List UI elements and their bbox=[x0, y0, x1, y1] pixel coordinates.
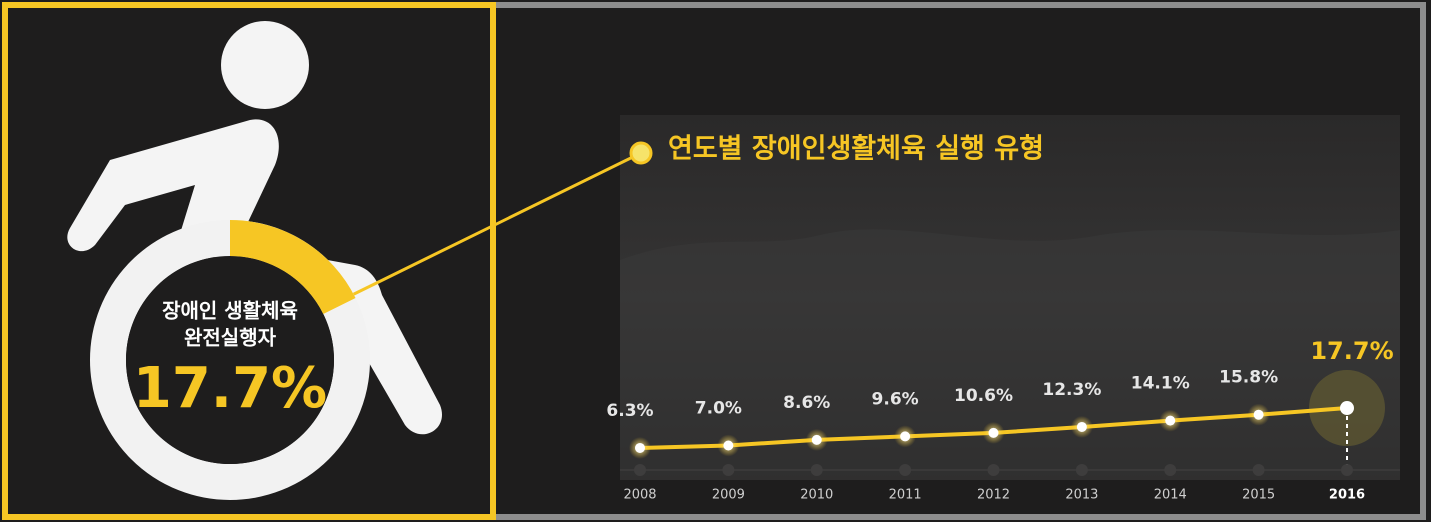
head bbox=[221, 21, 309, 109]
data-label: 7.0% bbox=[695, 399, 742, 419]
point bbox=[811, 434, 822, 445]
x-tick-label: 2010 bbox=[800, 488, 833, 503]
baseline-dot bbox=[987, 464, 1000, 476]
data-label: 8.6% bbox=[783, 393, 830, 413]
point bbox=[635, 442, 645, 453]
point bbox=[1253, 409, 1264, 420]
point bbox=[1165, 415, 1176, 426]
baseline-dot bbox=[722, 464, 735, 476]
point bbox=[988, 427, 999, 438]
baseline-dot bbox=[1164, 464, 1177, 476]
connector-line bbox=[349, 151, 642, 298]
donut-center bbox=[126, 256, 334, 464]
x-tick-label: 2009 bbox=[712, 488, 745, 503]
x-tick-label: 2015 bbox=[1242, 488, 1275, 503]
point bbox=[900, 431, 911, 442]
baseline-dot bbox=[1252, 464, 1265, 476]
x-tick-label: 2013 bbox=[1065, 488, 1098, 503]
data-label: 14.1% bbox=[1131, 374, 1190, 394]
baseline-dot bbox=[634, 464, 646, 476]
donut-label: 완전실행자 bbox=[184, 326, 277, 350]
data-label: 15.8% bbox=[1219, 368, 1278, 388]
data-label: 17.7% bbox=[1310, 337, 1393, 365]
x-tick-label: 2014 bbox=[1154, 488, 1187, 503]
x-tick-label: 2008 bbox=[623, 488, 656, 503]
x-tick-label: 2011 bbox=[889, 488, 922, 503]
title-bullet bbox=[629, 141, 653, 165]
point bbox=[1076, 421, 1087, 432]
donut-value: 17.7% bbox=[133, 356, 327, 421]
point bbox=[723, 440, 734, 451]
point bbox=[1340, 401, 1354, 416]
baseline-dot bbox=[1341, 464, 1353, 476]
x-tick-label: 2016 bbox=[1329, 488, 1365, 503]
data-label: 10.6% bbox=[954, 386, 1013, 406]
baseline-dot bbox=[1075, 464, 1088, 476]
baseline-dot bbox=[810, 464, 823, 476]
x-tick-label: 2012 bbox=[977, 488, 1010, 503]
data-label: 9.6% bbox=[872, 389, 919, 409]
donut-label: 장애인 생활체육 bbox=[162, 299, 298, 323]
baseline-dot bbox=[899, 464, 912, 476]
data-label: 6.3% bbox=[606, 401, 653, 421]
donut-segment bbox=[230, 220, 356, 314]
left-frame bbox=[2, 2, 496, 520]
chart-title: 연도별 장애인생활체육 실행 유형 bbox=[668, 134, 1044, 165]
data-label: 12.3% bbox=[1042, 380, 1101, 400]
